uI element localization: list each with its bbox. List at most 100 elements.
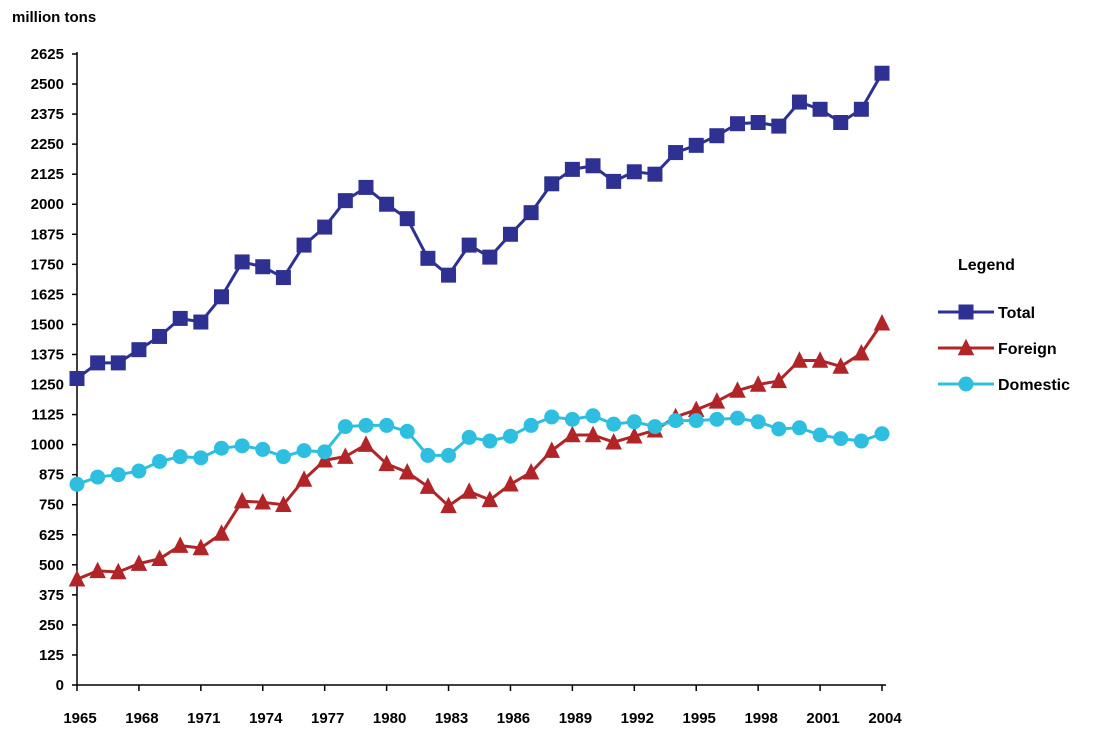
data-point [502,428,518,444]
data-point [110,467,126,483]
data-point [399,211,415,227]
series-total [69,65,890,387]
data-point [399,423,415,439]
y-tick-label: 2625 [31,46,64,63]
legend-item-domestic: Domestic [938,376,1070,394]
data-point [441,447,457,463]
data-point [68,569,86,587]
x-tick-label: 1995 [683,710,716,727]
data-point [131,342,147,358]
x-tick-label: 1980 [373,710,406,727]
data-point [709,128,725,144]
data-point [502,475,519,492]
data-point [626,426,643,444]
data-point [523,417,539,433]
x-tick-label: 1965 [63,710,96,727]
data-point [482,249,498,265]
data-point [668,145,684,161]
data-point [874,426,890,442]
y-tick-label: 2500 [31,76,64,93]
data-point [668,413,684,429]
data-point [771,421,787,437]
data-point [833,115,849,131]
data-point [90,355,106,371]
data-point [317,444,333,460]
data-point [233,491,251,509]
data-point [193,314,209,330]
data-point [626,414,642,430]
data-point [832,357,849,374]
data-point [193,450,209,466]
y-tick-label: 125 [39,647,64,664]
data-point [337,193,353,209]
y-tick-label: 2125 [31,166,64,183]
data-point [379,196,395,212]
data-point [708,392,726,409]
data-point [441,267,457,283]
data-point [853,101,869,117]
data-point [709,411,725,427]
data-point [791,94,807,110]
legend-item-foreign: Foreign [938,338,1057,358]
data-point [461,237,477,253]
data-point [544,409,560,425]
data-point [151,549,168,567]
data-point [420,250,436,266]
data-point [873,313,891,331]
data-point [172,310,188,326]
series-line [76,72,884,380]
data-point [874,65,890,81]
data-point [420,447,436,463]
data-point [688,137,704,153]
data-point [234,254,250,270]
data-point [729,381,746,398]
data-point [606,416,622,432]
data-point [750,414,766,430]
data-point [750,115,766,131]
data-point [812,427,828,443]
legend-label: Total [998,305,1035,322]
data-point [564,411,580,427]
data-point [957,338,975,356]
data-point [687,400,705,418]
data-point [379,417,395,433]
data-point [522,463,540,480]
x-tick-label: 1971 [187,710,220,727]
data-point [317,219,333,235]
data-point [564,161,580,177]
data-point [461,429,477,445]
data-point [254,493,272,510]
data-point [213,524,230,541]
data-point [564,425,581,443]
data-point [647,419,663,435]
data-point [730,116,746,132]
data-point [275,449,291,465]
data-point [110,562,127,580]
x-tick-label: 1968 [125,710,158,727]
data-point [585,158,601,174]
y-unit-label: million tons [12,9,96,26]
data-point [770,371,788,389]
legend-label: Foreign [998,341,1057,358]
data-point [255,441,271,457]
y-tick-label: 2250 [31,136,64,153]
data-point [812,101,828,117]
data-point [357,435,375,452]
x-tick-label: 2004 [868,710,902,727]
data-point [358,179,374,195]
data-point [853,344,870,361]
data-point [811,351,829,368]
data-point [749,375,767,392]
series-line [76,414,883,486]
data-point [585,408,601,424]
data-point [337,447,354,464]
data-point [192,538,210,556]
data-point [440,496,457,514]
data-point [833,431,849,447]
x-tick-label: 1986 [497,710,530,727]
x-tick-label: 2001 [806,710,839,727]
data-point [378,454,395,472]
data-point [295,470,313,487]
legend-label: Domestic [998,377,1070,394]
data-point [460,482,478,499]
